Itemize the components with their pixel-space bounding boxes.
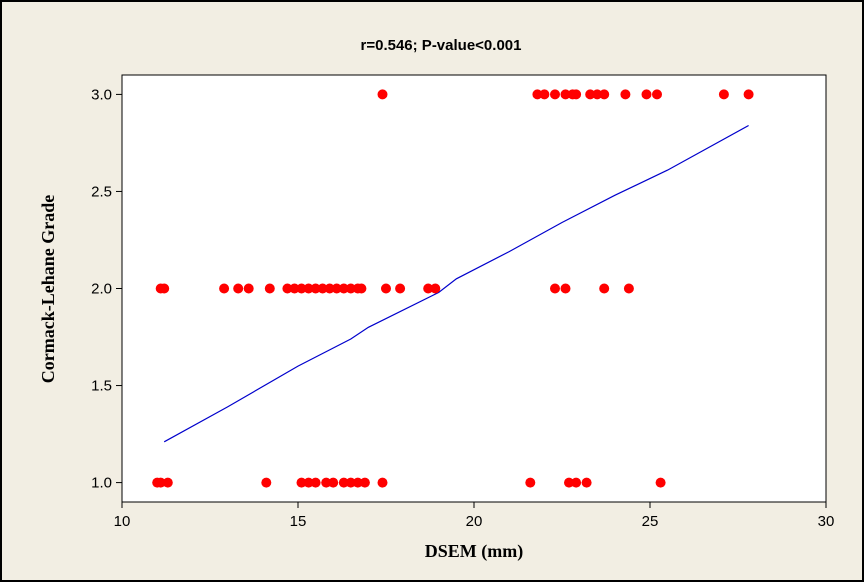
data-point bbox=[430, 283, 441, 294]
data-point bbox=[159, 283, 170, 294]
chart-title: r=0.546; P-value<0.001 bbox=[361, 37, 522, 54]
data-point bbox=[317, 283, 328, 294]
data-point bbox=[261, 477, 272, 488]
x-tick-label: 10 bbox=[114, 513, 131, 530]
data-point bbox=[560, 283, 571, 294]
data-point bbox=[345, 283, 356, 294]
data-point bbox=[310, 477, 321, 488]
data-point bbox=[550, 89, 560, 100]
data-points bbox=[152, 89, 754, 488]
data-point bbox=[623, 283, 634, 294]
y-axis-title: Cormack-Lehane Grade bbox=[38, 195, 58, 383]
data-point bbox=[377, 89, 388, 100]
data-point bbox=[395, 283, 406, 294]
data-point bbox=[525, 477, 536, 488]
data-point bbox=[243, 283, 254, 294]
data-point bbox=[571, 477, 582, 488]
data-point bbox=[564, 477, 574, 488]
data-point bbox=[356, 283, 367, 294]
x-tick-label: 15 bbox=[290, 513, 307, 530]
data-point bbox=[423, 283, 434, 294]
data-point bbox=[338, 477, 349, 488]
data-point bbox=[539, 89, 550, 100]
regression-line-group bbox=[163, 124, 749, 443]
data-point bbox=[282, 283, 293, 294]
regression-line bbox=[163, 124, 749, 443]
x-tick-label: 20 bbox=[466, 513, 483, 530]
data-point bbox=[352, 477, 363, 488]
data-point bbox=[743, 89, 754, 100]
y-tick-label: 1.5 bbox=[91, 378, 112, 395]
data-point bbox=[233, 283, 244, 294]
x-tick-label: 25 bbox=[642, 513, 659, 530]
data-point bbox=[620, 89, 631, 100]
y-tick-label: 3.0 bbox=[91, 86, 112, 103]
x-tick-label: 30 bbox=[818, 513, 835, 530]
y-tick-label: 2.5 bbox=[91, 183, 112, 200]
data-point bbox=[652, 89, 662, 100]
data-point bbox=[581, 477, 592, 488]
data-point bbox=[264, 283, 275, 294]
data-point bbox=[560, 89, 571, 100]
data-point bbox=[585, 89, 596, 100]
data-point bbox=[532, 89, 543, 100]
data-point bbox=[338, 283, 349, 294]
data-point bbox=[296, 283, 307, 294]
data-point bbox=[655, 477, 666, 488]
data-point bbox=[377, 477, 388, 488]
data-point bbox=[331, 283, 342, 294]
data-point bbox=[550, 283, 560, 294]
data-point bbox=[289, 283, 300, 294]
data-point bbox=[718, 89, 729, 100]
data-point bbox=[303, 477, 314, 488]
data-point bbox=[310, 283, 321, 294]
data-point bbox=[359, 477, 370, 488]
data-point bbox=[324, 283, 335, 294]
data-point bbox=[599, 89, 610, 100]
data-point bbox=[381, 283, 391, 294]
data-point bbox=[328, 477, 339, 488]
data-point bbox=[599, 283, 610, 294]
data-point bbox=[571, 89, 582, 100]
data-point bbox=[296, 477, 307, 488]
x-axis-title: DSEM (mm) bbox=[425, 541, 523, 562]
x-axis: 10 15 20 25 30 bbox=[114, 502, 835, 530]
y-tick-label: 2.0 bbox=[91, 281, 112, 298]
y-axis: 1.0 1.5 2.0 2.5 3.0 bbox=[91, 86, 122, 492]
data-point bbox=[345, 477, 356, 488]
data-point bbox=[641, 89, 652, 100]
data-point bbox=[592, 89, 603, 100]
data-point bbox=[321, 477, 332, 488]
data-point bbox=[303, 283, 314, 294]
y-tick-label: 1.0 bbox=[91, 475, 112, 492]
data-point bbox=[155, 477, 166, 488]
data-point bbox=[219, 283, 230, 294]
data-point bbox=[162, 477, 173, 488]
